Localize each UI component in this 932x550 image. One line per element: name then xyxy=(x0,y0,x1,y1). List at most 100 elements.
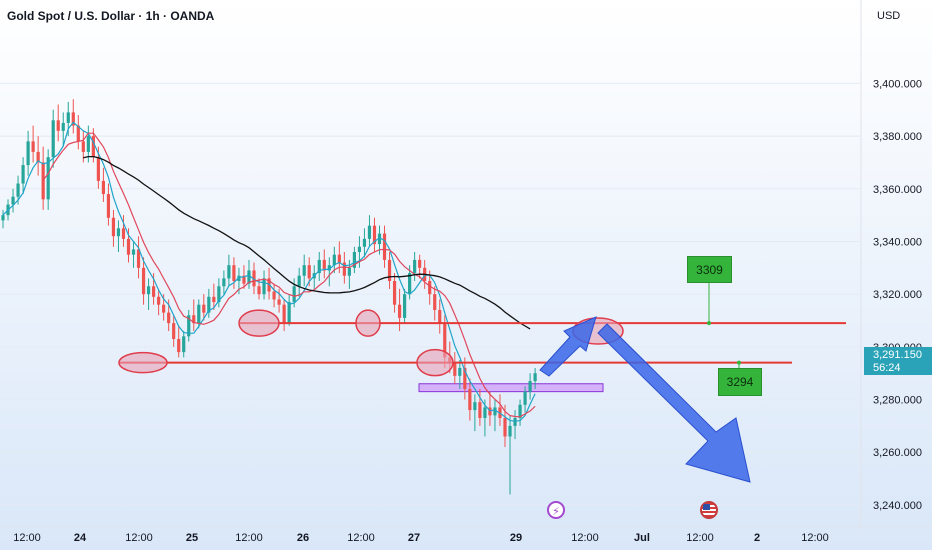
candle xyxy=(367,215,372,247)
candle-body xyxy=(508,425,512,437)
candle-body xyxy=(1,215,5,221)
candle xyxy=(357,236,362,268)
candle xyxy=(352,246,356,274)
x-tick-label: 25 xyxy=(186,532,198,544)
candle-body xyxy=(66,112,70,123)
candle-body xyxy=(337,254,341,263)
up-arrow xyxy=(539,316,597,377)
candle-body xyxy=(468,389,472,411)
candle-body xyxy=(408,273,412,295)
x-tick-label: 12:00 xyxy=(13,532,41,544)
candle xyxy=(157,288,161,316)
y-tick-label: 3,340.000 xyxy=(873,236,922,248)
candle xyxy=(71,99,75,134)
candle xyxy=(1,209,5,229)
candle xyxy=(141,257,146,305)
candle xyxy=(513,410,517,440)
currency-label[interactable]: USD xyxy=(877,10,901,22)
candle xyxy=(327,257,331,287)
y-tick-label: 3,320.000 xyxy=(873,289,922,301)
candle xyxy=(392,273,397,313)
candle-body xyxy=(81,141,85,152)
candle xyxy=(172,315,176,347)
y-tick-label: 3,400.000 xyxy=(873,78,922,90)
candle xyxy=(247,259,251,289)
lightning-icon[interactable]: ⚡ xyxy=(547,501,565,519)
candle xyxy=(403,288,407,324)
y-tick-label: 3,360.000 xyxy=(873,184,922,196)
annotation-layer xyxy=(118,282,846,483)
candle-body xyxy=(453,362,457,376)
candle-body xyxy=(172,323,176,339)
candle-body xyxy=(528,381,532,392)
last-price-tag: 3,291.150 56:24 xyxy=(864,347,932,375)
candle xyxy=(413,252,417,281)
candle-body xyxy=(342,262,346,276)
candle-body xyxy=(41,162,45,200)
candle-body xyxy=(397,304,402,318)
candle-body xyxy=(116,228,121,237)
candle-body xyxy=(257,286,261,295)
candle-body xyxy=(488,407,492,416)
candle xyxy=(26,130,30,176)
candle xyxy=(297,267,301,297)
candle-body xyxy=(367,225,372,239)
candle-body xyxy=(217,286,221,303)
candle xyxy=(463,357,467,400)
y-tick-label: 3,260.000 xyxy=(873,447,922,459)
candle-body xyxy=(141,267,146,295)
candle xyxy=(518,399,522,426)
candle-body xyxy=(247,270,251,284)
candle-body xyxy=(387,259,392,281)
candle-body xyxy=(36,151,40,163)
candle xyxy=(136,236,141,279)
x-tick-label: 26 xyxy=(297,532,309,544)
candle-body xyxy=(518,404,522,418)
candle xyxy=(508,415,512,495)
x-tick-label: 27 xyxy=(408,532,420,544)
candle-body xyxy=(377,233,382,245)
x-tick-label: 12:00 xyxy=(571,532,599,544)
candle-body xyxy=(16,183,20,197)
candle xyxy=(222,270,226,295)
candle-body xyxy=(21,165,25,184)
candle-body xyxy=(317,259,321,274)
candle-body xyxy=(192,315,196,324)
candle-body xyxy=(61,122,65,131)
candle-body xyxy=(473,402,477,411)
candle xyxy=(121,215,126,247)
candle-body xyxy=(71,112,75,126)
candle-body xyxy=(433,294,437,310)
candle-body xyxy=(382,233,387,260)
candle xyxy=(342,252,346,284)
candle-body xyxy=(372,225,377,245)
candle xyxy=(317,252,321,281)
candle xyxy=(282,299,286,332)
candle-body xyxy=(242,275,246,284)
candle xyxy=(453,352,457,384)
candle-body xyxy=(31,141,35,152)
candle xyxy=(21,157,25,195)
candle-body xyxy=(177,338,181,353)
candle-body xyxy=(443,323,447,358)
candle xyxy=(232,257,236,289)
swing-point-ellipse xyxy=(355,309,381,337)
candle xyxy=(433,286,437,321)
candle-body xyxy=(152,286,156,297)
moving-average-layer xyxy=(2,121,536,422)
candle-body xyxy=(227,265,231,279)
candle-body xyxy=(232,265,236,281)
candle-body xyxy=(438,309,442,324)
us-flag-icon[interactable] xyxy=(700,501,718,519)
candle xyxy=(202,294,206,321)
candle-body xyxy=(101,180,105,195)
candle-body xyxy=(222,278,226,287)
x-tick-label: 12:00 xyxy=(235,532,263,544)
candle-body xyxy=(322,259,326,271)
candle xyxy=(131,241,136,268)
candle xyxy=(36,136,40,176)
candle xyxy=(332,246,336,274)
candle xyxy=(498,394,502,426)
candle-body xyxy=(91,136,95,158)
